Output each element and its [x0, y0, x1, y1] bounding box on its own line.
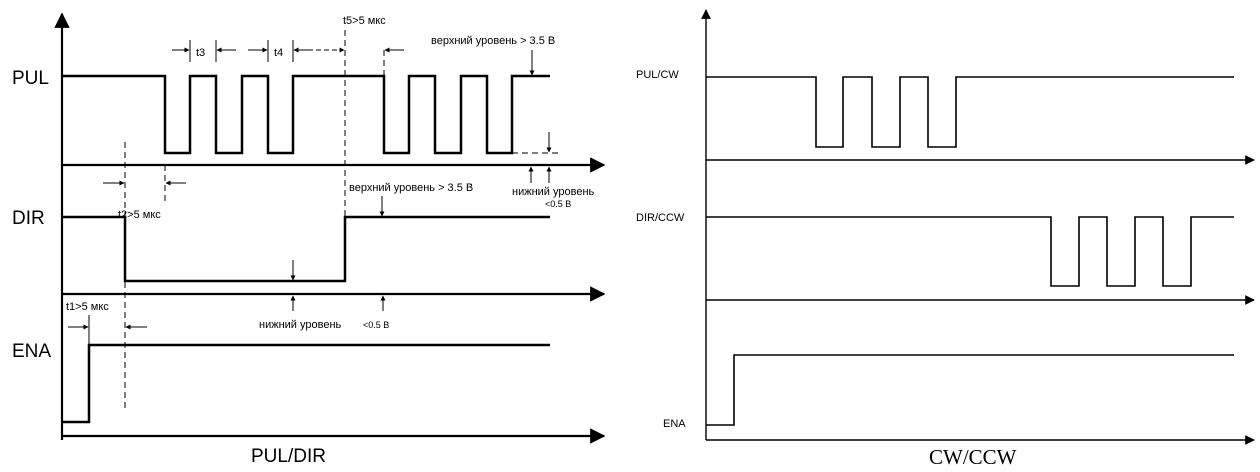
dir-low-level-note: нижний уровень: [259, 319, 342, 331]
pul-high-level-note: верхний уровень > 3.5 В: [431, 35, 555, 47]
pul-low-level-note: нижний уровень: [512, 186, 595, 198]
pul-waveform: [62, 74, 550, 155]
ena-waveform: [62, 343, 550, 424]
dir-low-level-value: <0.5 В: [363, 320, 389, 330]
ena-right-waveform: [706, 354, 1234, 426]
dir-ccw-waveform: [706, 216, 1234, 287]
pul-signal-label: PUL: [12, 68, 49, 89]
dir-signal-label: DIR: [12, 208, 45, 229]
pul-dir-title: PUL/DIR: [251, 446, 326, 467]
pul-cw-signal-label: PUL/CW: [636, 69, 679, 81]
t4-label: t4: [274, 47, 283, 59]
ena-right-signal-label: ENA: [663, 418, 686, 430]
pul-dir-diagram: PUL DIR ENA t3 t4 t5>5 мкс верхний уро: [12, 12, 606, 467]
ena-signal-label: ENA: [12, 341, 51, 362]
t5-label: t5>5 мкс: [343, 15, 386, 27]
dir-waveform: [62, 215, 550, 283]
dir-ccw-signal-label: DIR/CCW: [636, 212, 685, 224]
t3-label: t3: [196, 47, 205, 59]
t1-label: t1>5 мкс: [66, 301, 109, 313]
cw-ccw-diagram: PUL/CW DIR/CCW ENA CW/CCW: [636, 9, 1255, 469]
cw-ccw-title: CW/CCW: [929, 445, 1017, 469]
t2-label: t2>5 мкс: [118, 209, 161, 221]
pul-cw-waveform: [706, 76, 1234, 148]
pul-low-level-value: <0.5 В: [545, 199, 571, 209]
dir-high-level-note: верхний уровень > 3.5 В: [349, 182, 473, 194]
